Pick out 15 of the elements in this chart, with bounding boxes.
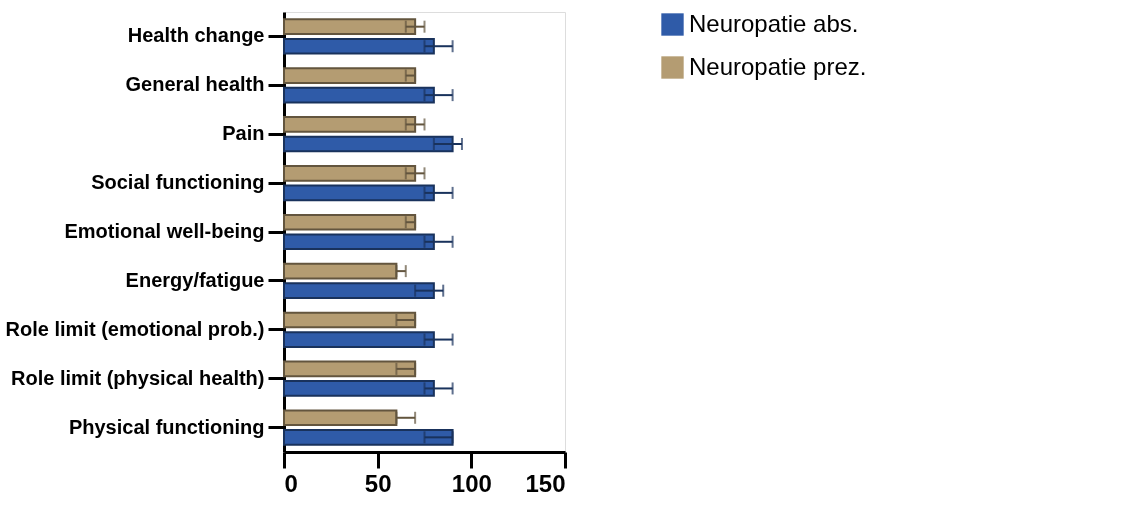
x-tick-label: 50: [364, 469, 392, 497]
y-tick-label: Physical functioning: [68, 415, 265, 438]
x-tick-label: 100: [451, 469, 492, 497]
y-tick-label: Social functioning: [91, 171, 265, 194]
x-tick-label: 150: [525, 469, 566, 497]
y-tick-label: Health change: [127, 24, 265, 47]
y-tick-label: Energy/fatigue: [125, 268, 265, 291]
y-tick-label: Role limit (emotional prob.): [5, 317, 265, 340]
y-tick-label: Pain: [222, 122, 265, 145]
y-tick-label: General health: [125, 73, 265, 96]
legend-label: Neuropatie prez.: [689, 52, 867, 80]
y-tick-label: Role limit (physical health): [11, 366, 265, 389]
y-tick-label: Emotional well-being: [64, 220, 265, 242]
legend-label: Neuropatie abs.: [689, 9, 859, 37]
x-tick-label: 0: [284, 469, 298, 497]
